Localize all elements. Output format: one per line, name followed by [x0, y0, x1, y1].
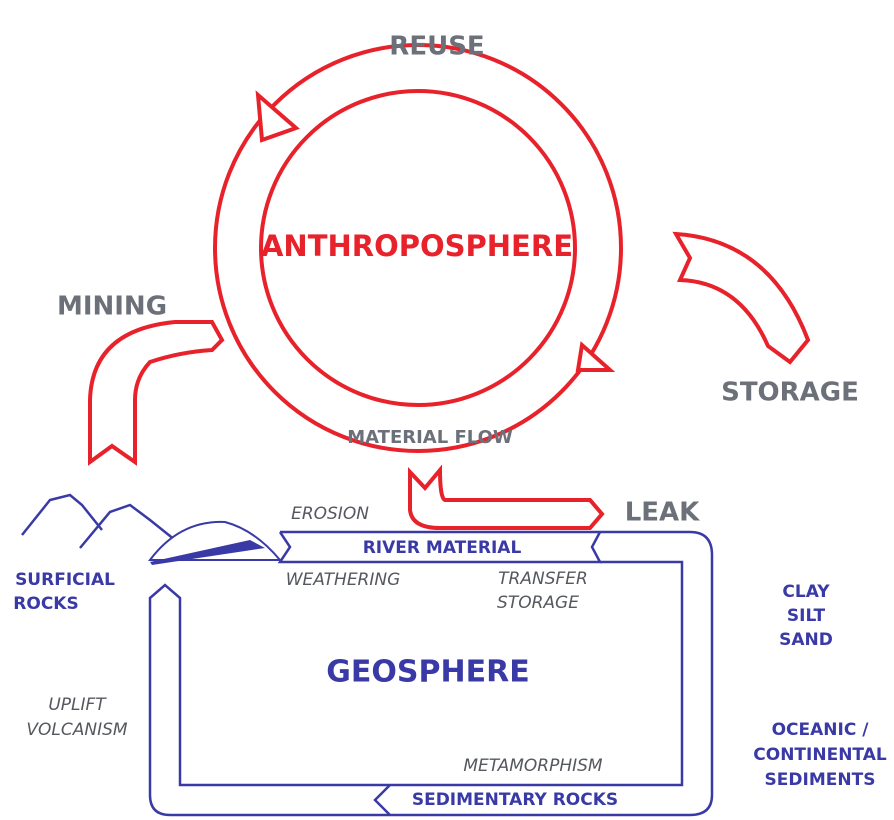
river-material-label: RIVER MATERIAL — [363, 538, 522, 558]
surficial-label: SURFICIAL — [15, 570, 115, 590]
uplift-label: UPLIFT — [48, 695, 107, 715]
geosphere-title: GEOSPHERE — [326, 655, 529, 690]
transfer-label: STORAGE — [497, 593, 579, 613]
sediment-band — [375, 785, 390, 815]
anthroposphere-title: ANTHROPOSPHERE — [261, 229, 573, 263]
sediment-type: CLAY — [782, 582, 830, 602]
reuse-label: REUSE — [389, 32, 484, 62]
transfer-label: TRANSFER — [498, 569, 588, 589]
mining-label: MINING — [57, 292, 167, 322]
erosion-label: EROSION — [291, 504, 369, 524]
sediments-label: OCEANIC / — [772, 720, 870, 740]
sediments-label: SEDIMENTS — [765, 770, 876, 790]
material-flow-label: MATERIAL FLOW — [347, 427, 513, 448]
storage-label: STORAGE — [721, 378, 859, 408]
sediments-label: CONTINENTAL — [753, 745, 887, 765]
mining-arrow — [90, 322, 222, 462]
uplift-label: VOLCANISM — [26, 720, 128, 740]
surficial-label: ROCKS — [13, 594, 78, 614]
leak-label: LEAK — [625, 498, 700, 528]
sediment-type: SAND — [779, 630, 833, 650]
leak-arrow — [410, 470, 602, 528]
weathering-label: WEATHERING — [286, 570, 401, 590]
mountain — [22, 495, 102, 535]
sediment-type: SILT — [787, 606, 826, 626]
metamorphism-label: METAMORPHISM — [463, 756, 603, 776]
diagram: REUSE ANTHROPOSPHERE MINING STORAGE MATE… — [0, 0, 894, 820]
storage-arrow — [676, 234, 808, 362]
mountain — [80, 505, 175, 548]
sedimentary-rocks-label: SEDIMENTARY ROCKS — [412, 790, 618, 810]
